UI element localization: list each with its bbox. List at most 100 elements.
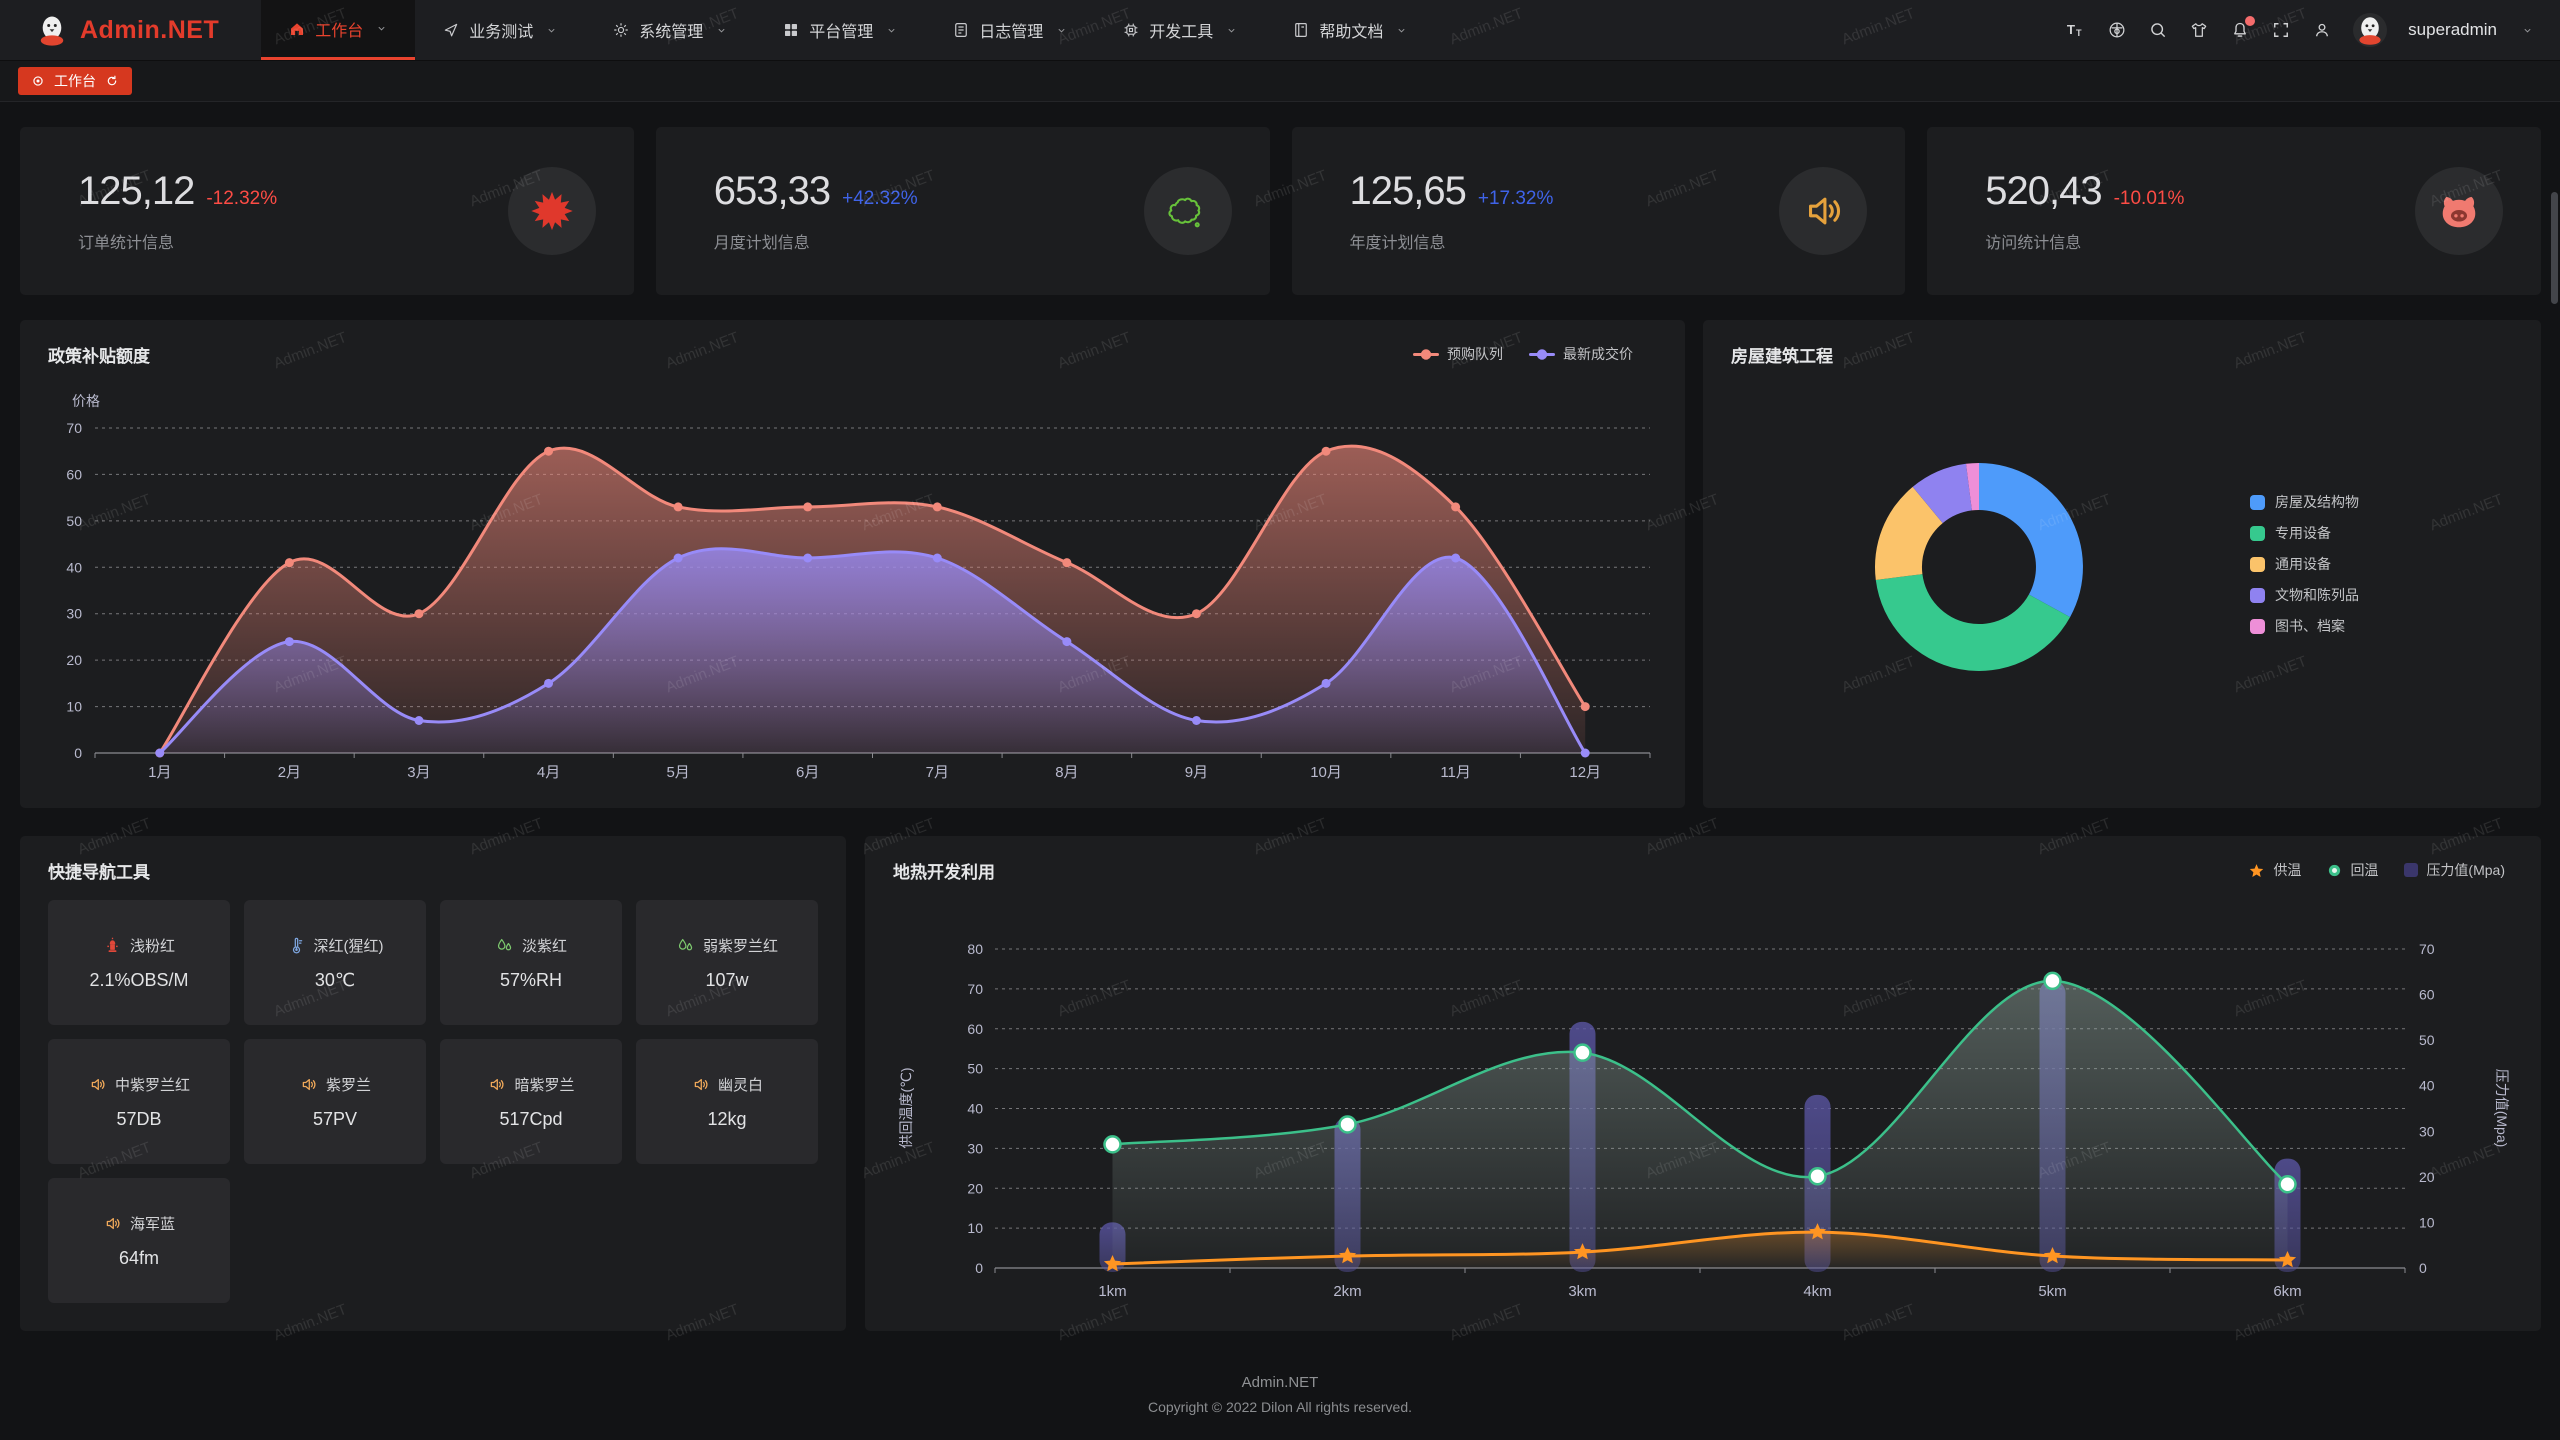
stat-icon-circle — [2415, 167, 2503, 255]
stat-cards-row: 125,12 -12.32% 订单统计信息 653,33 +42.32% 月度计… — [20, 127, 2541, 295]
book-icon — [1292, 21, 1310, 39]
svg-text:11月: 11月 — [1440, 764, 1471, 781]
policy-subsidy-panel: 政策补贴额度 预购队列 最新成交价 0 10 20 30 40 50 60 70 价格 1月 2月 3月… — [20, 320, 1685, 808]
nav-item-help-docs[interactable]: 帮助文档 — [1265, 0, 1435, 60]
svg-text:T: T — [2076, 28, 2082, 38]
tile-label: 浅粉红 — [129, 937, 175, 955]
stat-value: 125,12 — [78, 169, 195, 213]
stat-value: 125,65 — [1349, 169, 1467, 213]
refresh-icon[interactable] — [105, 74, 119, 88]
nav-item-label: 系统管理 — [639, 24, 704, 41]
theme-shirt-icon — [2189, 20, 2209, 40]
quick-nav-tile[interactable]: 深红(猩红) 30℃ — [244, 900, 426, 1025]
nav-item-platform-mgmt[interactable]: 平台管理 — [755, 0, 925, 60]
quick-nav-tile[interactable]: 浅粉红 2.1%OBS/M — [48, 900, 230, 1025]
tile-label: 中紫罗兰红 — [114, 1076, 190, 1094]
tile-value: 2.1%OBS/M — [89, 969, 189, 990]
quick-nav-tile[interactable]: 海军蓝 64fm — [48, 1178, 230, 1303]
tile-label: 弱紫罗兰红 — [702, 937, 778, 955]
nav-item-system-mgmt[interactable]: 系统管理 — [585, 0, 755, 60]
svg-text:60: 60 — [967, 1021, 983, 1037]
svg-text:7月: 7月 — [926, 764, 949, 781]
bell-icon — [2230, 20, 2250, 40]
profile-button[interactable] — [2312, 20, 2332, 40]
stat-delta: +42.32% — [842, 188, 918, 209]
svg-text:10月: 10月 — [1310, 764, 1342, 781]
donut-legend-item[interactable]: 图书、档案 — [2250, 616, 2359, 636]
stat-label: 年度计划信息 — [1349, 235, 1446, 252]
stat-card-annual-plan: 125,65 +17.32% 年度计划信息 — [1291, 127, 1906, 295]
stat-label: 月度计划信息 — [713, 235, 810, 252]
tile-value: 12kg — [707, 1108, 747, 1129]
stat-value: 653,33 — [713, 169, 831, 213]
quick-nav-tile[interactable]: 中紫罗兰红 57DB — [48, 1039, 230, 1164]
legend-item[interactable]: 预购队列 — [1413, 344, 1503, 364]
tab-workbench[interactable]: 工作台 — [18, 67, 132, 95]
chevron-down-icon — [1055, 24, 1068, 37]
chevron-down-icon[interactable] — [2521, 24, 2534, 37]
user-avatar[interactable] — [2353, 13, 2388, 47]
tab-bar: 工作台 — [0, 61, 2560, 102]
chevron-down-icon — [375, 22, 388, 35]
stat-card-visits: 520,43 -10.01% 访问统计信息 — [1927, 127, 2541, 295]
main-menu: 工作台 业务测试 系统管理 平台管理 日志管理 开发工具 — [261, 0, 1435, 60]
tab-label: 工作台 — [54, 73, 96, 89]
scrollbar-thumb[interactable] — [2551, 192, 2558, 304]
stat-delta: -10.01% — [2113, 188, 2185, 209]
speaker-icon — [487, 1075, 506, 1094]
donut-legend-item[interactable]: 文物和陈列品 — [2250, 585, 2359, 605]
svg-text:T: T — [2067, 22, 2075, 37]
svg-text:20: 20 — [2419, 1169, 2435, 1185]
panel-title: 政策补贴额度 — [48, 347, 150, 366]
legend-item[interactable]: 压力值(Mpa) — [2404, 860, 2505, 880]
legend-item[interactable]: 供温 — [2248, 860, 2301, 880]
tile-value: 57DB — [116, 1108, 162, 1129]
legend-item[interactable]: 回温 — [2327, 860, 2378, 880]
nav-item-label: 平台管理 — [809, 24, 874, 41]
quick-nav-tile[interactable]: 紫罗兰 57PV — [244, 1039, 426, 1164]
panel-title: 快捷导航工具 — [48, 863, 150, 882]
stat-value: 520,43 — [1985, 169, 2102, 213]
speaker-icon — [299, 1075, 318, 1094]
donut-legend-item[interactable]: 房屋及结构物 — [2250, 492, 2359, 512]
theme-button[interactable] — [2189, 20, 2209, 40]
policy-subsidy-area-chart: 0 10 20 30 40 50 60 70 价格 1月 2月 3月 4月 5月 6月 7月 8月 9月 10月 11… — [66, 393, 1651, 781]
chevron-down-icon — [1395, 24, 1408, 37]
nav-item-workbench[interactable]: 工作台 — [261, 0, 416, 60]
panel-title: 房屋建筑工程 — [1731, 347, 1833, 366]
top-navbar: Admin.NET 工作台 业务测试 系统管理 平台管理 日志管理 — [0, 0, 2560, 61]
legend-item[interactable]: 最新成交价 — [1529, 344, 1633, 364]
nav-item-business-test[interactable]: 业务测试 — [415, 0, 585, 60]
svg-text:20: 20 — [66, 652, 82, 668]
quick-nav-tile[interactable]: 暗紫罗兰 517Cpd — [440, 1039, 622, 1164]
tile-label: 幽灵白 — [717, 1076, 763, 1094]
svg-text:0: 0 — [74, 745, 82, 761]
speaker-icon — [691, 1075, 710, 1094]
svg-text:1km: 1km — [1098, 1283, 1126, 1300]
svg-text:40: 40 — [66, 559, 82, 575]
search-icon — [2148, 20, 2168, 40]
fullscreen-button[interactable] — [2271, 20, 2291, 40]
notifications-button[interactable] — [2230, 16, 2256, 40]
panel-title: 地热开发利用 — [893, 863, 995, 882]
nav-item-log-mgmt[interactable]: 日志管理 — [925, 0, 1095, 60]
donut-legend-item[interactable]: 专用设备 — [2250, 523, 2359, 543]
svg-text:3km: 3km — [1568, 1283, 1596, 1300]
username[interactable]: superadmin — [2408, 20, 2497, 39]
language-button[interactable] — [2107, 20, 2127, 40]
nav-item-dev-tools[interactable]: 开发工具 — [1095, 0, 1265, 60]
quick-nav-tile[interactable]: 淡紫红 57%RH — [440, 900, 622, 1025]
quick-nav-tile[interactable]: 弱紫罗兰红 107w — [636, 900, 818, 1025]
svg-text:70: 70 — [967, 981, 983, 997]
app-logo[interactable]: Admin.NET — [0, 0, 261, 60]
stat-delta: -12.32% — [206, 188, 278, 209]
svg-text:10: 10 — [2419, 1214, 2435, 1230]
svg-text:30: 30 — [66, 606, 82, 622]
donut-legend-item[interactable]: 通用设备 — [2250, 554, 2359, 574]
speaker-icon — [1800, 188, 1846, 234]
quick-nav-tile[interactable]: 幽灵白 12kg — [636, 1039, 818, 1164]
svg-text:4月: 4月 — [537, 764, 560, 781]
search-button[interactable] — [2148, 20, 2168, 40]
